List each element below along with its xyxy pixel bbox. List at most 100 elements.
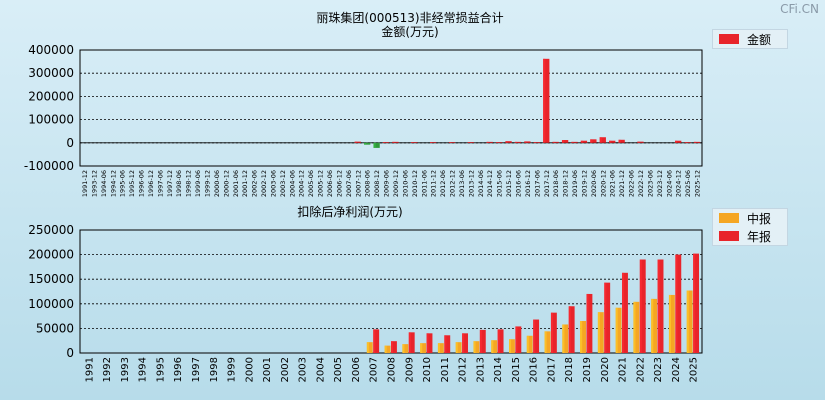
x-tick-label-0: 2013-06	[458, 170, 466, 197]
bar-0-0-highlight	[514, 141, 518, 143]
x-tick-label-0: 2005-12	[317, 170, 325, 197]
x-tick-label-1: 2020	[600, 357, 611, 382]
x-tick-label-1: 1994	[138, 357, 149, 382]
bar-1-0	[651, 298, 658, 353]
x-tick-label-0: 2001-12	[241, 170, 249, 197]
bar-0-0-highlight	[561, 140, 565, 143]
bar-1-0	[384, 345, 391, 353]
y-tick-label-0: 200000	[28, 89, 74, 103]
bar-0-0	[505, 141, 512, 143]
x-tick-label-0: 2014-06	[477, 170, 485, 197]
bar-1-0-highlight	[562, 324, 565, 353]
bar-0-0	[599, 137, 606, 143]
legend-item-amount: 金额	[713, 30, 787, 48]
bar-1-0	[686, 290, 693, 353]
x-tick-label-0: 1998-06	[175, 170, 183, 197]
bar-1-0	[633, 301, 640, 353]
bar-1-0-highlight	[473, 341, 476, 353]
x-tick-label-1: 1996	[173, 357, 184, 382]
x-tick-label-0: 2016-12	[524, 170, 532, 197]
bar-1-0-highlight	[384, 345, 387, 353]
bar-1-0-highlight	[686, 290, 689, 353]
y-tick-label-0: -100000	[24, 159, 74, 173]
bar-0-0	[590, 139, 597, 143]
x-tick-label-1: 2000	[244, 357, 255, 382]
x-tick-label-0: 1993-12	[90, 170, 98, 197]
x-tick-label-1: 2001	[262, 357, 273, 382]
bar-1-0	[491, 340, 498, 353]
x-tick-label-0: 2019-06	[571, 170, 579, 197]
bar-1-1-highlight	[462, 333, 465, 353]
bar-1-1	[639, 259, 646, 353]
x-tick-label-1: 1998	[209, 357, 220, 382]
x-tick-label-0: 2024-12	[675, 170, 683, 197]
x-tick-label-0: 2023-06	[646, 170, 654, 197]
legend-top: 金额	[712, 29, 788, 49]
x-tick-label-0: 2018-12	[562, 170, 570, 197]
y-tick-label-1: 100000	[28, 297, 74, 311]
bar-1-0	[615, 307, 622, 353]
bar-1-0-highlight	[615, 307, 618, 353]
x-tick-label-0: 1995-12	[128, 170, 136, 197]
y-tick-label-1: 150000	[28, 272, 74, 286]
x-tick-label-1: 1993	[120, 357, 131, 382]
bar-1-1	[444, 335, 451, 353]
x-tick-label-0: 2015-06	[496, 170, 504, 197]
y-tick-label-0: 0	[66, 136, 74, 150]
bar-1-1-highlight	[657, 259, 660, 353]
bar-1-1-highlight	[515, 326, 518, 353]
x-tick-label-1: 2005	[333, 357, 344, 382]
x-tick-label-1: 2015	[511, 357, 522, 382]
x-tick-label-0: 2003-06	[269, 170, 277, 197]
bar-1-1-highlight	[497, 329, 500, 353]
x-tick-label-1: 2014	[493, 357, 504, 382]
bar-1-1	[533, 319, 540, 353]
x-tick-label-0: 1991-12	[81, 170, 89, 197]
bar-0-0-highlight	[599, 137, 602, 143]
bar-0-0-highlight	[684, 142, 687, 143]
x-tick-label-1: 2017	[546, 357, 557, 382]
x-tick-label-1: 2022	[635, 357, 646, 382]
watermark: CFi.CN	[780, 2, 819, 16]
bar-1-0-highlight	[668, 294, 672, 353]
x-tick-label-1: 1991	[84, 357, 95, 382]
x-tick-label-1: 2025	[689, 357, 700, 382]
bar-0-0	[609, 140, 616, 143]
x-tick-label-1: 2018	[564, 357, 575, 382]
bar-0-0-highlight	[675, 140, 678, 143]
bar-1-1	[622, 272, 628, 353]
x-tick-label-0: 2005-06	[307, 170, 315, 197]
bar-1-1	[604, 282, 611, 353]
x-tick-label-0: 2020-06	[590, 170, 598, 197]
x-tick-label-1: 2023	[653, 357, 664, 382]
x-tick-label-0: 2020-12	[599, 170, 607, 197]
bar-0-0-highlight	[580, 140, 584, 143]
x-tick-label-1: 2024	[671, 357, 682, 382]
bar-1-1	[568, 306, 575, 353]
legend-label-amount: 金额	[747, 32, 772, 47]
x-tick-label-0: 2006-12	[335, 170, 343, 197]
x-tick-label-1: 2016	[529, 357, 540, 382]
bar-0-0	[430, 142, 437, 143]
x-tick-label-1: 2008	[387, 357, 398, 382]
legend-item-annual: 年报	[713, 227, 787, 245]
x-tick-label-0: 2024-06	[665, 170, 673, 197]
bar-1-0-highlight	[633, 301, 636, 353]
x-tick-label-0: 2012-06	[439, 170, 447, 197]
x-tick-label-1: 1997	[191, 357, 202, 382]
legend-bottom: 中报 年报	[712, 208, 788, 246]
bar-0-0	[684, 142, 691, 143]
bar-0-0	[354, 141, 361, 143]
bar-1-0	[402, 344, 409, 353]
bar-0-0-highlight	[467, 142, 470, 143]
legend-label-interim: 中报	[747, 211, 772, 226]
bar-1-1-highlight	[622, 272, 625, 353]
legend-swatch-annual	[719, 231, 739, 241]
bar-1-1	[426, 333, 433, 353]
bar-0-0	[514, 141, 522, 143]
bar-1-1-highlight	[675, 254, 678, 353]
x-tick-label-0: 2009-12	[392, 170, 400, 197]
x-tick-label-0: 1997-12	[166, 170, 174, 197]
x-tick-label-0: 2007-12	[354, 170, 362, 197]
x-tick-label-0: 2022-06	[628, 170, 636, 197]
